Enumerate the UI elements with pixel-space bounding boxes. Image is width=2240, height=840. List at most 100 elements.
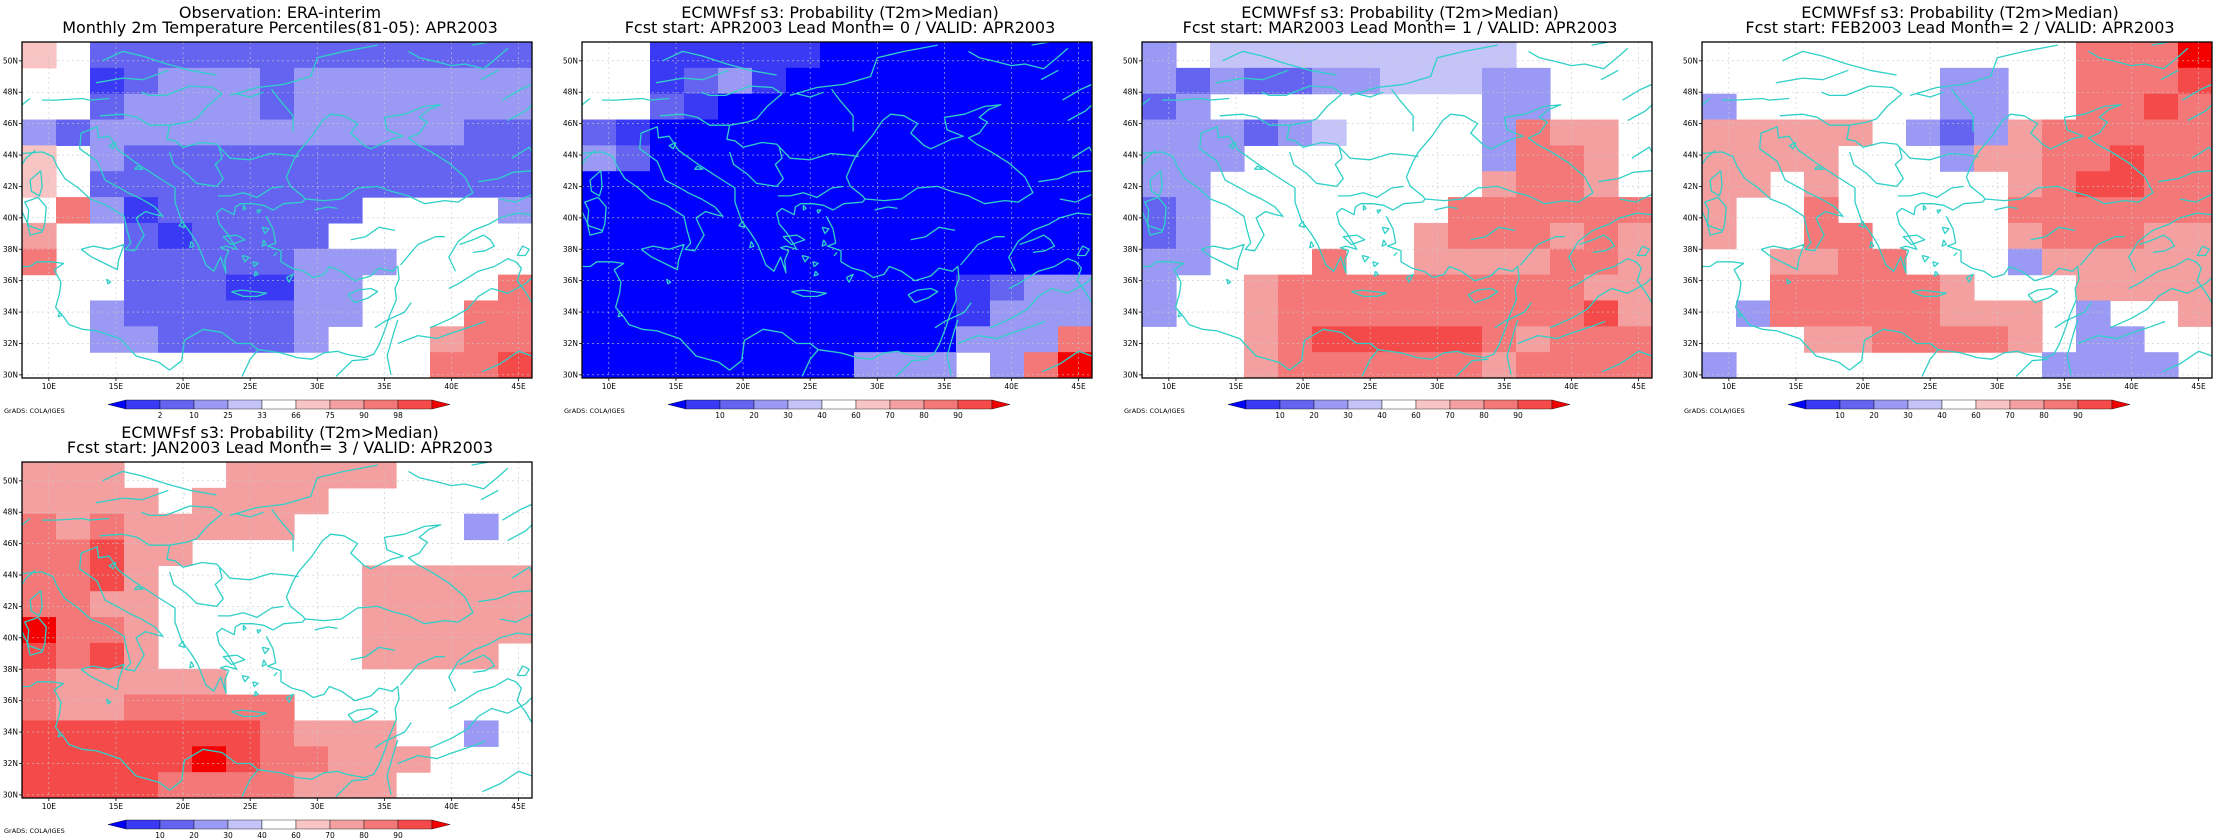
lat-tick-label: 46N (3, 539, 18, 548)
coastline (1361, 254, 1370, 263)
lat-tick-label: 34N (1123, 308, 1138, 317)
coastline (256, 629, 262, 634)
prob-cell (786, 67, 821, 95)
prob-cell (1702, 119, 1737, 146)
prob-cell (1804, 119, 1839, 146)
prob-cell (1380, 274, 1415, 302)
lon-tick-label: 20E (736, 382, 751, 391)
colorbar-label: 70 (2005, 411, 2015, 420)
prob-cell (990, 67, 1025, 95)
prob-cell (22, 145, 57, 172)
coastline (1298, 220, 1306, 228)
prob-cell (362, 42, 397, 69)
prob-cell (1516, 248, 1551, 276)
colorbar-segment (295, 819, 331, 830)
prob-cell (1176, 248, 1211, 276)
prob-cell (90, 772, 125, 798)
colorbar-segment (753, 399, 789, 410)
coastline (701, 85, 783, 97)
colorbar-segment (193, 819, 229, 830)
prob-cell (1804, 197, 1839, 224)
coastline (1922, 204, 1927, 211)
prob-cell (56, 462, 91, 489)
coastline (253, 690, 259, 697)
colorbar: 10 20 30 40 60 70 80 90 (107, 819, 451, 840)
prob-cell (2110, 274, 2145, 302)
prob-cell (2008, 222, 2043, 250)
coastline (2179, 193, 2212, 203)
colorbar-label: 80 (919, 411, 929, 420)
lat-tick-label: 34N (563, 308, 578, 317)
coastline (273, 251, 278, 257)
prob-cell (260, 42, 295, 69)
prob-cell (1312, 352, 1347, 378)
prob-cell (1702, 93, 1737, 121)
colorbar-segment (1483, 399, 1519, 410)
prob-cell (684, 352, 719, 378)
coastline (1455, 358, 1489, 377)
coastline (1288, 147, 1344, 188)
prob-cell (888, 300, 923, 327)
prob-cell (1024, 67, 1059, 95)
prob-cell (1448, 67, 1483, 95)
map-frame (21, 461, 533, 799)
prob-cell (22, 171, 57, 198)
colorbar-segment (1381, 399, 1417, 410)
coastline (400, 236, 445, 266)
prob-cell (718, 300, 753, 327)
prob-cell (2110, 248, 2145, 276)
prob-cell (1584, 248, 1619, 276)
prob-cell (1024, 119, 1059, 146)
colorbar-label: 70 (885, 411, 895, 420)
colorbar-segment (719, 399, 755, 410)
prob-cell (158, 326, 193, 353)
coastline (1556, 320, 1606, 340)
prob-cell (1058, 171, 1092, 198)
coastline (99, 533, 170, 546)
coastline (617, 311, 623, 318)
prob-cell (1176, 222, 1211, 250)
prob-cell (752, 274, 787, 302)
prob-cell (328, 145, 363, 172)
coastline (178, 640, 186, 648)
colorbar-label: 40 (817, 411, 827, 420)
coastline (1779, 113, 1850, 126)
prob-cell (820, 67, 855, 95)
prob-cell (1550, 352, 1585, 378)
coastline (1373, 270, 1379, 277)
prob-cell (616, 145, 651, 172)
prob-cell (1804, 248, 1839, 276)
colorbar-label: 30 (1343, 411, 1353, 420)
coastline (1337, 185, 1404, 199)
coastline (1520, 236, 1565, 266)
coastline (1434, 206, 1458, 211)
prob-cell (158, 42, 193, 69)
lat-tick-label: 42N (1123, 182, 1138, 191)
prob-cell (1278, 326, 1313, 353)
coastline (285, 693, 294, 703)
prob-cell (396, 565, 431, 592)
prob-cell (90, 42, 125, 69)
map-panel-2: ECMWFsf s3: Probability (T2m>Median) Fcst… (560, 0, 1120, 420)
coastline (231, 709, 267, 718)
coastline (511, 146, 532, 159)
prob-cell (1482, 119, 1517, 146)
coastline (2191, 146, 2212, 159)
coastline (791, 289, 827, 298)
prob-cell (1024, 274, 1059, 302)
prob-cell (430, 565, 465, 592)
panel-title-line1: ECMWFsf s3: Probability (T2m>Median) (1801, 3, 2118, 22)
prob-cell (260, 274, 295, 302)
prob-cell (854, 222, 889, 250)
prob-cell (1584, 119, 1619, 146)
prob-cell (1974, 119, 2009, 146)
prob-cell (1058, 145, 1092, 172)
coastline (1702, 215, 2080, 371)
colorbar-segment (2077, 399, 2113, 410)
colorbar-label: 30 (223, 831, 233, 840)
prob-cell (396, 617, 431, 644)
coastline (80, 663, 125, 691)
colorbar-label: 70 (325, 831, 335, 840)
prob-cell (1278, 42, 1313, 69)
colorbar-right-arrow (431, 399, 451, 410)
